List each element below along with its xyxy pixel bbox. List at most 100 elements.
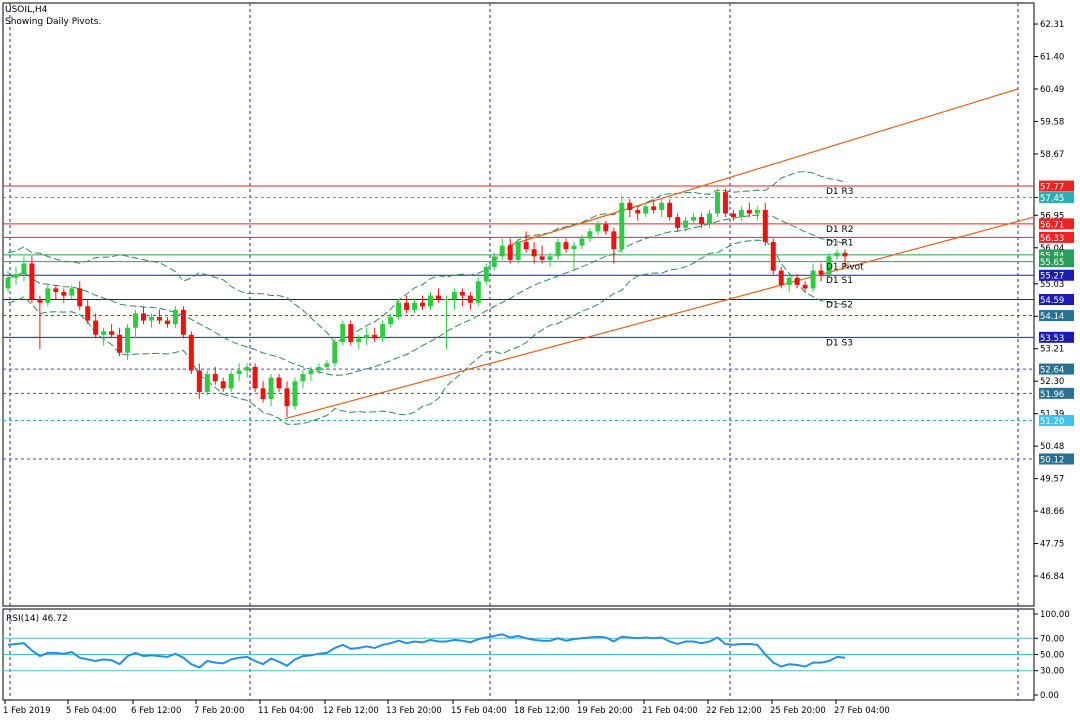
candle-body bbox=[85, 306, 91, 321]
candle-body bbox=[380, 324, 386, 339]
candle-body bbox=[164, 320, 170, 325]
candle-body bbox=[730, 213, 736, 218]
pivot-label-d1-pivot: D1 Pivot bbox=[826, 263, 864, 273]
candle-body bbox=[109, 331, 115, 335]
candle-body bbox=[420, 302, 426, 307]
price-label-text: 53.53 bbox=[1040, 334, 1064, 344]
candle-body bbox=[643, 206, 649, 214]
candle-body bbox=[706, 213, 712, 225]
candle-body bbox=[268, 377, 274, 400]
time-axis-label: 7 Feb 20:00 bbox=[194, 706, 244, 716]
candle-body bbox=[196, 370, 202, 392]
candle-body bbox=[324, 363, 330, 367]
price-label-text: 57.45 bbox=[1040, 194, 1064, 204]
price-label-text: 55.65 bbox=[1040, 258, 1064, 268]
time-axis-label: 18 Feb 12:00 bbox=[514, 706, 570, 716]
price-label-text: 56.71 bbox=[1040, 220, 1064, 230]
pivot-label-d1-r3: D1 R3 bbox=[826, 187, 854, 197]
candle-body bbox=[204, 374, 210, 392]
price-label-box bbox=[1039, 180, 1074, 192]
price-axis-label: 53.21 bbox=[1040, 345, 1064, 355]
time-axis-label: 6 Feb 12:00 bbox=[131, 706, 181, 716]
candle-body bbox=[451, 292, 457, 300]
candle-body bbox=[188, 334, 194, 371]
candle-body bbox=[595, 224, 601, 232]
price-axis-label: 56.95 bbox=[1040, 211, 1064, 221]
candle-body bbox=[675, 217, 681, 228]
price-label-box bbox=[1039, 249, 1074, 261]
candle-body bbox=[818, 270, 824, 275]
candle-body bbox=[571, 245, 577, 250]
candle-body bbox=[459, 292, 465, 296]
candle-body bbox=[443, 299, 449, 301]
candle-body bbox=[5, 277, 11, 289]
candle-body bbox=[141, 313, 147, 321]
candle-body bbox=[619, 202, 625, 250]
price-label-box bbox=[1039, 269, 1074, 281]
candle-body bbox=[244, 366, 250, 371]
price-axis-label: 58.67 bbox=[1040, 150, 1064, 160]
time-axis-label: 12 Feb 12:00 bbox=[323, 706, 379, 716]
candle-body bbox=[220, 381, 226, 389]
candle-body bbox=[45, 288, 51, 303]
candle-body bbox=[539, 256, 545, 260]
price-label-box bbox=[1039, 310, 1074, 322]
bollinger-middle-band bbox=[7, 214, 846, 377]
price-axis-label: 49.57 bbox=[1040, 475, 1064, 485]
candle-body bbox=[754, 209, 760, 214]
candle-body bbox=[762, 209, 768, 243]
candle-body bbox=[523, 242, 529, 250]
time-axis-label: 21 Feb 04:00 bbox=[642, 706, 698, 716]
candle-body bbox=[228, 374, 234, 389]
time-axis-label: 19 Feb 20:00 bbox=[577, 706, 633, 716]
rsi-line bbox=[7, 633, 846, 669]
chart-subtitle: Showing Daily Pivots. bbox=[5, 17, 101, 27]
candle-body bbox=[555, 242, 561, 257]
price-label-text: 51.96 bbox=[1040, 390, 1064, 400]
time-axis-label: 1 Feb 2019 bbox=[3, 706, 51, 716]
price-axis-label: 56.04 bbox=[1040, 244, 1064, 254]
candle-body bbox=[61, 292, 67, 296]
price-axis-label: 47.75 bbox=[1040, 540, 1064, 550]
price-axis-label: 59.58 bbox=[1040, 117, 1064, 127]
candle-body bbox=[252, 366, 258, 389]
candle-body bbox=[507, 245, 513, 260]
price-label-box bbox=[1039, 331, 1074, 343]
candle-body bbox=[292, 381, 298, 407]
chart-symbol-title: USOIL,H4 bbox=[5, 5, 48, 15]
candle-body bbox=[396, 302, 402, 317]
rsi-axis-label: 50.00 bbox=[1040, 651, 1064, 661]
rsi-title: RSI(14) 46.72 bbox=[6, 614, 68, 624]
candle-body bbox=[515, 242, 521, 260]
price-label-text: 50.12 bbox=[1040, 455, 1064, 465]
price-axis-label: 48.66 bbox=[1040, 507, 1064, 517]
trend-support-line bbox=[284, 216, 1035, 420]
price-pane-frame bbox=[2, 2, 1035, 607]
price-label-text: 51.20 bbox=[1040, 417, 1064, 427]
price-label-box bbox=[1039, 453, 1074, 465]
price-label-box bbox=[1039, 387, 1074, 399]
time-axis-label: 15 Feb 04:00 bbox=[451, 706, 507, 716]
candle-body bbox=[547, 256, 553, 260]
candle-body bbox=[691, 217, 697, 221]
candle-body bbox=[13, 274, 19, 278]
candle-body bbox=[483, 267, 489, 282]
time-axis-label: 22 Feb 12:00 bbox=[706, 706, 762, 716]
candle-body bbox=[332, 341, 338, 364]
price-axis-label: 50.48 bbox=[1040, 442, 1064, 452]
price-axis-label: 55.03 bbox=[1040, 280, 1064, 290]
candle-body bbox=[611, 231, 617, 250]
candle-body bbox=[603, 224, 609, 232]
price-label-box bbox=[1039, 363, 1074, 375]
candle-body bbox=[435, 295, 441, 300]
candle-body bbox=[212, 374, 218, 382]
rsi-axis-label: 0.00 bbox=[1040, 691, 1059, 701]
candle-body bbox=[531, 249, 537, 257]
candle-body bbox=[117, 334, 123, 353]
candle-body bbox=[651, 206, 657, 210]
candle-body bbox=[316, 366, 322, 371]
price-label-text: 54.14 bbox=[1040, 312, 1064, 322]
time-axis-label: 25 Feb 20:00 bbox=[770, 706, 826, 716]
